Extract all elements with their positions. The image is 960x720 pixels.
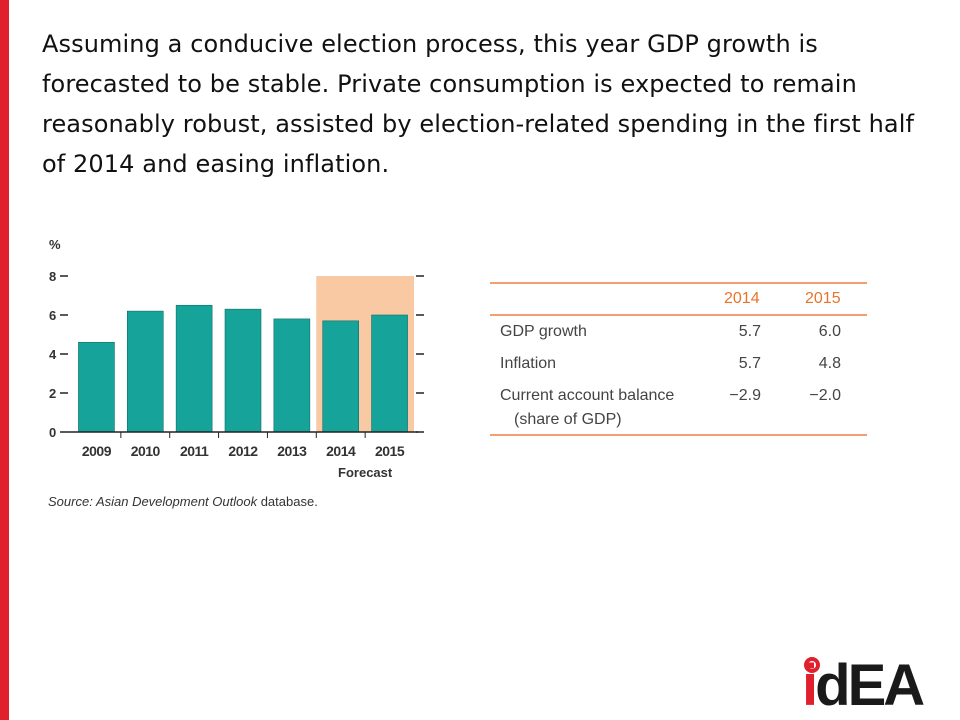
table-row: Inflation 5.7 4.8: [490, 348, 867, 380]
x-tick-label: 2014: [326, 443, 356, 459]
x-tick-label: 2011: [180, 443, 209, 459]
table-bottom-rule: [490, 434, 867, 436]
idea-logo: idEA: [800, 654, 950, 716]
table-row-label-line: GDP growth: [500, 323, 587, 340]
y-axis-unit-label: %: [49, 237, 61, 252]
source-prefix: Source:: [48, 494, 96, 509]
gdp-growth-chart: % 0 2 4 6 8 2009 2010 2011 2012 2013 2014 2015 Foreca…: [38, 232, 448, 522]
y-tick-label: 0: [49, 425, 56, 440]
y-tick-label: 4: [49, 347, 57, 362]
table-row-label-line: Inflation: [500, 355, 557, 372]
x-tick-label: 2013: [277, 443, 307, 459]
y-tick-label: 2: [49, 386, 56, 401]
table-row-label: Current account balance (share of GDP): [500, 384, 674, 432]
table-top-rule: [490, 282, 867, 284]
bar-2013: [273, 318, 311, 433]
table-cell-2014: −2.9: [729, 387, 761, 404]
table-cell-2015: 6.0: [818, 323, 841, 340]
table-cell-2015: −2.0: [809, 387, 841, 404]
bar-2015: [371, 314, 408, 433]
table-cell-2014: 5.7: [738, 323, 761, 340]
table-row-label: Inflation: [500, 352, 556, 376]
source-title: Asian Development Outlook: [95, 494, 258, 509]
logo-wordmark: idEA: [802, 653, 926, 718]
forecast-label: Forecast: [338, 465, 393, 480]
logo-letter-d: d: [815, 653, 850, 718]
x-tick-label: 2009: [82, 443, 112, 459]
bar-2012: [224, 308, 262, 433]
source-suffix: database.: [257, 494, 318, 509]
forecast-table: 2014 2015 GDP growth 5.7 6.0 Inflation 5.7 4.…: [490, 282, 867, 436]
x-tick-label: 2015: [375, 443, 405, 459]
table-row-label-line: Current account balance: [500, 387, 675, 404]
table-cell-2014: 5.7: [738, 355, 761, 372]
table-body: GDP growth 5.7 6.0 Inflation 5.7 4.8 Current a…: [490, 316, 867, 436]
table-header-row: 2014 2015: [490, 284, 867, 316]
chart-source: Source: Asian Development Outlook databa…: [48, 494, 318, 509]
bar-2011: [175, 304, 213, 433]
table-cell-2015: 4.8: [818, 355, 841, 372]
logo-letter-i: i: [802, 653, 818, 718]
table-row: Current account balance (share of GDP) −2.…: [490, 380, 867, 430]
table-header-2015: 2015: [805, 290, 841, 307]
left-accent-bar: [0, 0, 9, 720]
y-tick-label: 6: [49, 308, 56, 323]
x-tick-label: 2010: [131, 443, 161, 459]
bar-2014: [322, 320, 360, 433]
logo-mark-icon: [804, 657, 820, 673]
table-row: GDP growth 5.7 6.0: [490, 316, 867, 348]
x-tick-label: 2012: [228, 443, 258, 459]
table-row-label-line: (share of GDP): [514, 411, 622, 428]
table-row-label: GDP growth: [500, 320, 587, 344]
table-header-2014: 2014: [724, 290, 760, 307]
headline-text: Assuming a conducive election process, t…: [42, 30, 915, 178]
chart-svg: % 0 2 4 6 8 2009 2010 2011 2012 2013 2014 2015 Foreca…: [49, 237, 424, 480]
logo-letters-ea: EA: [847, 653, 926, 718]
bar-2009: [78, 342, 115, 433]
y-tick-label: 8: [49, 269, 56, 284]
bar-2010: [126, 310, 164, 433]
